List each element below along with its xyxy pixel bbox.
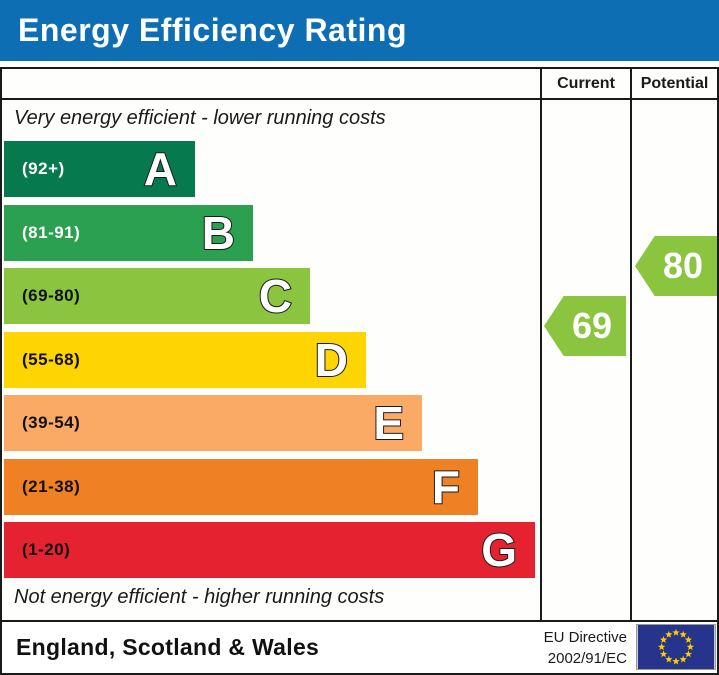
band-b-range: (81-91) [22,223,81,242]
band-e: (39-54) E [4,395,422,451]
rating-table: Current Potential Very energy efficient … [0,67,719,675]
current-rating-value: 69 [571,305,613,346]
band-b-letter: B [201,206,236,260]
band-c: (69-80) C [4,268,310,324]
band-b: (81-91) B [4,205,253,261]
band-a-letter: A [143,142,178,196]
band-g-letter: G [480,523,518,577]
region-label: England, Scotland & Wales [16,634,320,660]
eu-directive-line2: 2002/91/EC [547,650,627,667]
caption-very-efficient: Very energy efficient - lower running co… [14,107,386,129]
band-g-range: (1-20) [22,540,71,559]
band-a: (92+) A [4,141,195,197]
table-header-row [2,69,717,100]
footer: England, Scotland & Wales EU Directive 2… [2,620,717,673]
potential-rating-value: 80 [662,245,704,286]
current-rating-arrow: 69 [544,296,626,356]
band-e-letter: E [372,396,405,450]
column-header-current: Current [557,74,615,92]
eu-directive-label: EU Directive 2002/91/EC [544,627,627,669]
caption-not-efficient: Not energy efficient - higher running co… [14,586,385,608]
potential-rating-arrow: 80 [635,236,717,296]
eu-directive-line1: EU Directive [543,629,627,646]
band-c-range: (69-80) [22,286,81,305]
column-divider-potential [630,69,632,620]
eu-flag-icon [636,624,716,670]
band-d: (55-68) D [4,332,366,388]
band-f-letter: F [431,460,461,514]
title-bar: Energy Efficiency Rating [0,0,719,61]
band-c-letter: C [258,269,293,323]
band-a-range: (92+) [22,159,65,178]
page-title: Energy Efficiency Rating [18,12,407,48]
column-header-potential: Potential [640,74,709,92]
band-e-range: (39-54) [22,413,81,432]
band-d-range: (55-68) [22,350,81,369]
column-divider-current [540,69,542,620]
band-d-letter: D [314,333,349,387]
band-f-range: (21-38) [22,477,81,496]
band-g: (1-20) G [4,522,535,578]
band-f: (21-38) F [4,459,478,515]
